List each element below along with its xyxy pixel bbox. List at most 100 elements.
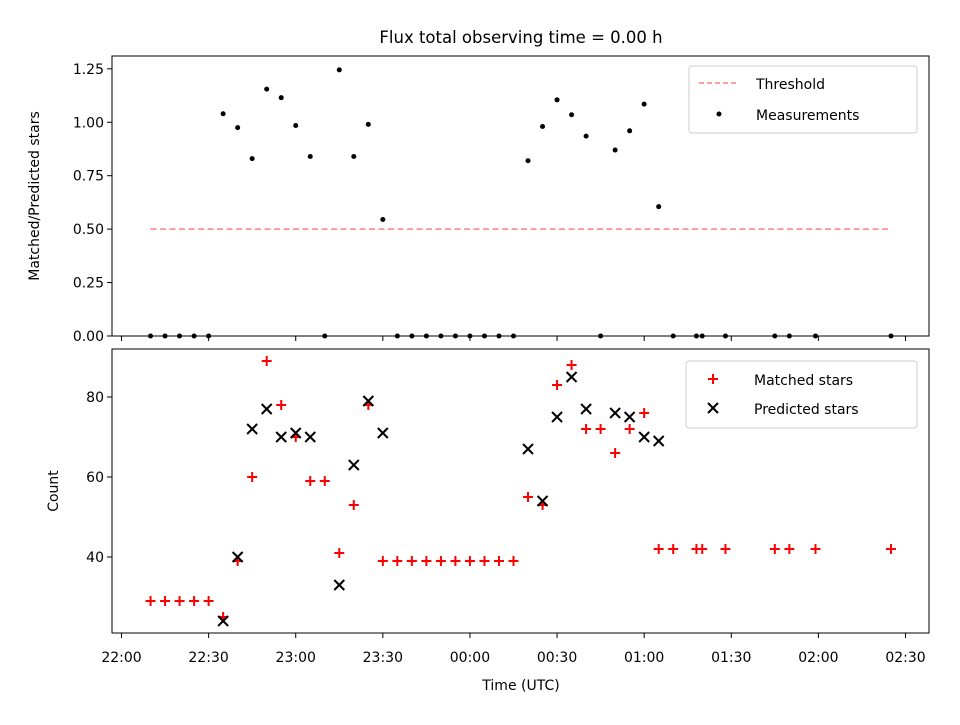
measurement-point xyxy=(278,95,284,101)
matched-star-point xyxy=(305,476,316,486)
matched-star-point xyxy=(276,400,287,410)
legend-matched-label: Matched stars xyxy=(754,373,853,389)
bottom-xtick-label: 00:00 xyxy=(450,650,490,666)
bottom-xtick-label: 00:30 xyxy=(537,650,577,666)
top-plot-area xyxy=(148,67,894,339)
predicted-star-point xyxy=(275,431,287,443)
matched-star-point xyxy=(203,596,214,606)
top-legend: Threshold Measurements xyxy=(688,65,918,134)
bottom-ytick-label: 80 xyxy=(86,390,104,406)
predicted-star-point xyxy=(565,371,578,383)
bottom-y-axis-label: Count xyxy=(46,470,62,512)
x-axis-label: Time (UTC) xyxy=(481,678,559,694)
measurement-point xyxy=(540,124,546,130)
matched-star-point xyxy=(624,424,635,434)
matched-star-point xyxy=(668,544,679,554)
matched-star-point xyxy=(581,424,592,434)
matched-star-point xyxy=(189,596,200,606)
predicted-star-point xyxy=(348,459,360,471)
predicted-star-point xyxy=(260,403,273,415)
measurement-point xyxy=(264,86,270,92)
matched-star-point xyxy=(160,596,171,606)
measurement-point xyxy=(438,333,444,339)
measurement-point xyxy=(293,122,299,128)
bottom-xtick-label: 23:00 xyxy=(276,650,316,666)
matched-star-point xyxy=(639,408,650,418)
predicted-star-point xyxy=(522,443,534,455)
top-ytick-label: 0.00 xyxy=(73,329,104,345)
measurement-point xyxy=(235,125,241,131)
predicted-star-point xyxy=(362,395,375,407)
measurement-point xyxy=(525,158,531,164)
measurement-point xyxy=(351,153,357,159)
bottom-ytick-label: 40 xyxy=(86,550,104,566)
predicted-star-point xyxy=(231,551,244,563)
measurement-point xyxy=(380,217,386,223)
measurement-point xyxy=(206,333,212,339)
bottom-legend-box xyxy=(685,360,918,429)
measurement-point xyxy=(670,333,676,339)
bottom-plot-area xyxy=(145,356,896,627)
matched-star-point xyxy=(595,424,606,434)
predicted-star-point xyxy=(580,403,592,415)
matched-star-point xyxy=(523,492,534,502)
matched-star-point xyxy=(552,380,563,390)
matched-star-point xyxy=(450,556,461,566)
bottom-xtick-label: 02:30 xyxy=(885,650,925,666)
matched-star-point xyxy=(610,448,621,458)
matched-star-point xyxy=(145,596,156,606)
predicted-star-point xyxy=(217,615,229,627)
legend-threshold-label: Threshold xyxy=(755,77,825,93)
measurement-point xyxy=(409,333,415,339)
measurement-point xyxy=(583,133,589,139)
measurement-point xyxy=(452,333,458,339)
matched-star-point xyxy=(653,544,664,554)
predicted-star-point xyxy=(333,579,345,591)
top-ytick-label: 0.25 xyxy=(73,276,104,292)
measurement-point xyxy=(191,333,197,339)
predicted-star-point xyxy=(246,423,258,435)
matched-star-point xyxy=(508,556,519,566)
top-axes-frame xyxy=(111,55,930,337)
measurement-point xyxy=(656,204,662,210)
measurement-point xyxy=(394,333,400,339)
top-y-axis: 0.00 0.25 0.50 0.75 1.00 1.25 xyxy=(73,62,112,345)
measurement-point xyxy=(612,147,618,153)
measurement-point xyxy=(888,333,894,339)
matched-star-point xyxy=(885,544,896,554)
matched-star-point xyxy=(479,556,490,566)
matched-star-point xyxy=(261,356,272,366)
legend-measurements-swatch xyxy=(716,111,722,117)
chart-title: Flux total observing time = 0.00 h xyxy=(379,28,662,47)
matched-star-point xyxy=(319,476,330,486)
measurement-point xyxy=(511,333,516,339)
measurement-point xyxy=(772,333,778,339)
measurement-point xyxy=(641,101,647,107)
measurement-point xyxy=(148,333,154,339)
matched-star-point xyxy=(493,556,504,566)
bottom-xtick-label: 22:00 xyxy=(101,650,141,666)
legend-predicted-swatch xyxy=(707,402,719,414)
measurement-point xyxy=(693,333,699,339)
measurement-point xyxy=(786,333,792,339)
measurement-point xyxy=(627,128,633,134)
measurement-point xyxy=(322,333,328,339)
measurement-point xyxy=(336,67,342,73)
measurement-point xyxy=(365,121,371,127)
top-ytick-label: 1.00 xyxy=(73,115,104,131)
predicted-star-point xyxy=(551,411,563,423)
bottom-x-axis: 22:00 22:30 23:00 23:30 00:00 00:30 01:00 01:30… xyxy=(101,633,926,666)
matched-star-point xyxy=(810,544,821,554)
legend-measurements-label: Measurements xyxy=(756,108,859,124)
matched-star-point xyxy=(247,472,258,482)
predicted-star-point xyxy=(652,435,665,447)
measurement-point xyxy=(598,333,604,339)
predicted-star-point xyxy=(290,427,302,439)
matched-star-point xyxy=(334,548,345,558)
predicted-star-point xyxy=(623,411,636,423)
matched-star-point xyxy=(720,544,731,554)
bottom-xtick-label: 01:00 xyxy=(624,650,664,666)
matched-star-point xyxy=(377,556,388,566)
bottom-panel: 40 60 80 22:00 22:30 23:00 23:30 00:00 00:30 01:… xyxy=(46,348,930,694)
